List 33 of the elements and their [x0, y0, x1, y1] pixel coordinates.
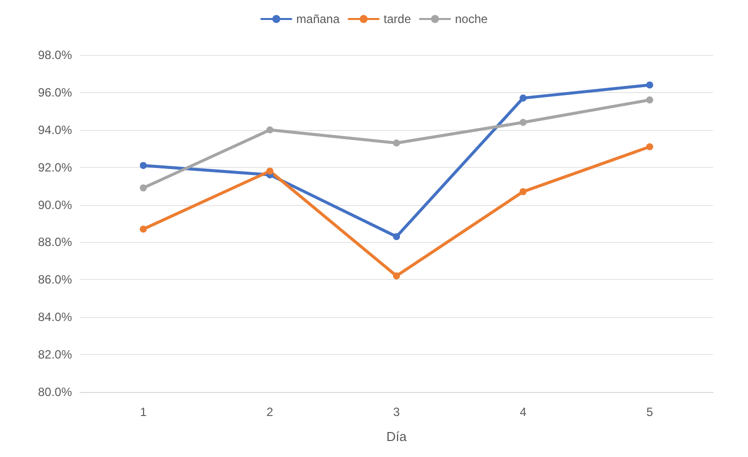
- point: [266, 168, 274, 175]
- x-tick-label: 5: [646, 405, 654, 419]
- y-tick-label: 82.0%: [38, 348, 72, 362]
- point: [520, 118, 527, 126]
- point: [646, 81, 654, 88]
- y-tick-label: 96.0%: [38, 85, 72, 100]
- point: [266, 126, 274, 134]
- x-tick-label: 4: [520, 405, 527, 419]
- y-tick-label: 94.0%: [38, 122, 72, 137]
- point: [393, 272, 400, 280]
- point: [140, 184, 147, 192]
- y-tick-label: 80.0%: [38, 385, 72, 399]
- y-tick-label: 90.0%: [38, 198, 72, 212]
- y-tick-label: 86.0%: [38, 272, 72, 287]
- legend-label: noche: [455, 12, 488, 26]
- point: [646, 96, 654, 104]
- x-axis-title: Día: [386, 429, 408, 444]
- x-tick-label: 1: [140, 405, 147, 419]
- point: [140, 162, 147, 169]
- y-tick-label: 98.0%: [38, 48, 72, 62]
- point: [140, 226, 147, 233]
- point: [393, 233, 400, 240]
- point: [646, 143, 654, 150]
- point: [520, 94, 527, 102]
- point: [393, 139, 400, 146]
- x-tick-label: 3: [393, 405, 400, 419]
- y-tick-label: 84.0%: [38, 310, 72, 324]
- point: [520, 188, 527, 196]
- y-tick-label: 88.0%: [38, 235, 72, 250]
- legend-label: tarde: [384, 12, 412, 26]
- legend-label: mañana: [296, 12, 340, 26]
- y-tick-label: 92.0%: [38, 160, 72, 174]
- x-tick-label: 2: [266, 405, 274, 419]
